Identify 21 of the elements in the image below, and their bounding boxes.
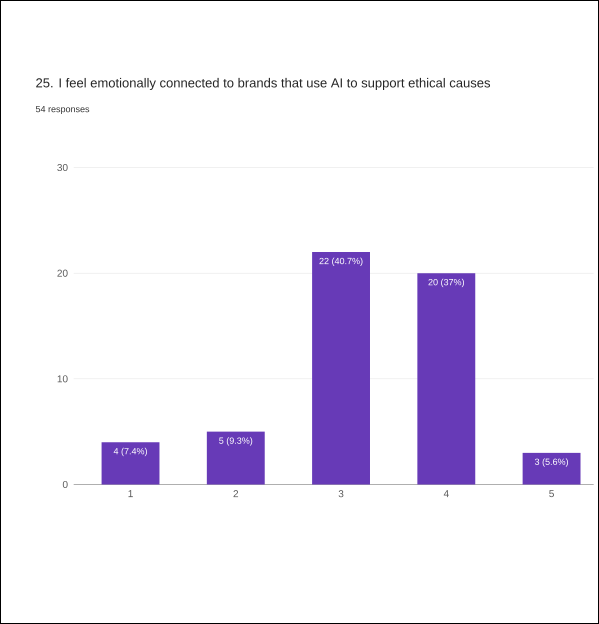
chart-title: 25. I feel emotionally connected to brands that use AI to support ethical causes xyxy=(36,78,490,90)
x-tick-label: 3 xyxy=(338,490,344,498)
x-tick-label: 4 xyxy=(444,490,449,498)
data-label: 5 (9.3%) xyxy=(219,437,252,446)
bar xyxy=(206,432,265,485)
x-tick-label: 2 xyxy=(234,490,238,498)
chart-subtitle: 54 responses xyxy=(36,106,90,114)
bar xyxy=(312,252,370,485)
data-label: 3 (5.6%) xyxy=(534,458,568,467)
y-tick-label: 0 xyxy=(62,480,68,488)
bar xyxy=(522,452,581,485)
x-tick-label: 5 xyxy=(549,490,554,498)
data-label: 22 (40.7%) xyxy=(319,258,362,266)
data-label: 20 (37%) xyxy=(428,278,464,288)
bar xyxy=(102,442,160,485)
data-label: 4 (7.4%) xyxy=(114,448,147,456)
bar xyxy=(417,273,476,485)
y-tick-label: 20 xyxy=(57,270,68,277)
y-tick-label: 30 xyxy=(57,164,68,172)
y-tick-label: 10 xyxy=(58,375,68,382)
x-tick-label: 1 xyxy=(128,490,133,498)
